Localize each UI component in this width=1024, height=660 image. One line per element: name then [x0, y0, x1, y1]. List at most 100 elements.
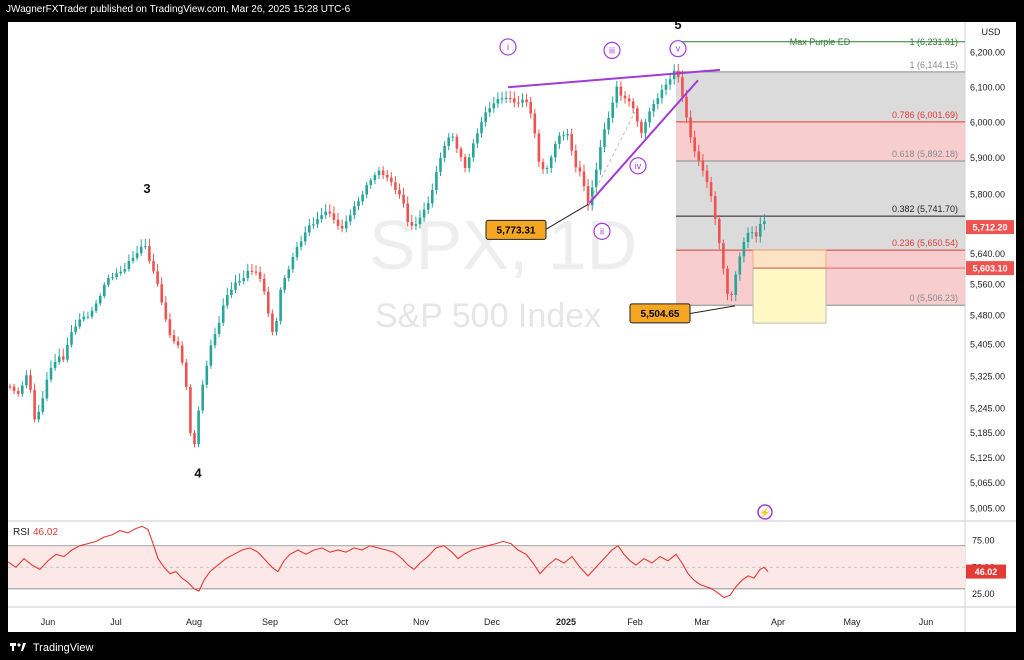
- candle: [217, 322, 221, 334]
- candle: [529, 102, 532, 114]
- candle: [422, 209, 426, 218]
- candle: [738, 256, 742, 275]
- candle: [644, 122, 647, 133]
- subwave-label: iii: [609, 45, 615, 55]
- candle: [730, 294, 733, 296]
- y-tick-label: 5,560.00: [970, 280, 1005, 290]
- candle: [267, 291, 270, 314]
- footer: TradingView: [0, 636, 1024, 660]
- candle: [439, 158, 442, 172]
- rsi-title: RSI: [13, 527, 30, 538]
- rsi-line: [7, 525, 769, 599]
- fib-label: 0.382 (5,741.70): [892, 204, 958, 214]
- candle: [726, 268, 729, 295]
- fib-label: 0.618 (5,892.18): [892, 149, 958, 159]
- candle: [316, 219, 319, 225]
- candle: [652, 103, 655, 112]
- candle: [57, 356, 61, 362]
- callout-text: 5,773.31: [497, 225, 536, 236]
- candle: [504, 98, 508, 100]
- candle: [332, 213, 336, 220]
- ending-diagonal-lower: [587, 79, 699, 206]
- candle: [369, 180, 373, 186]
- x-tick-label: May: [843, 617, 861, 627]
- candle: [722, 243, 725, 269]
- fib-label: 0.786 (6,001.69): [892, 110, 958, 120]
- price-axis: [965, 22, 1016, 632]
- candle: [459, 148, 463, 157]
- candle: [381, 170, 385, 175]
- subwave-circle: [669, 40, 687, 58]
- candle: [709, 182, 713, 197]
- candle: [365, 185, 368, 195]
- candle: [299, 241, 303, 247]
- y-tick-label: 5,245.00: [970, 404, 1005, 414]
- y-tick-label: 5,480.00: [970, 310, 1005, 320]
- candle: [70, 332, 73, 345]
- rsi-tag: [966, 564, 1006, 579]
- candle: [168, 319, 172, 336]
- candle: [472, 143, 475, 158]
- candle: [357, 201, 360, 207]
- price-tag-text: 5,603.10: [972, 264, 1007, 274]
- candle: [668, 79, 672, 85]
- x-tick-label: Sep: [262, 617, 278, 627]
- price-callout: [485, 219, 547, 240]
- candle: [37, 411, 40, 420]
- x-tick-label: Jul: [110, 617, 122, 627]
- candle: [172, 335, 176, 342]
- candle: [53, 361, 57, 369]
- rsi-tag-text: 46.02: [975, 567, 998, 577]
- candle: [74, 326, 77, 333]
- candle: [697, 151, 701, 161]
- candle: [627, 98, 631, 102]
- candle: [750, 232, 754, 234]
- candle: [12, 386, 16, 391]
- candle: [279, 289, 282, 322]
- candle: [94, 303, 98, 311]
- candle: [500, 98, 504, 100]
- candle: [344, 221, 348, 229]
- candle: [193, 433, 196, 445]
- candle: [66, 344, 69, 360]
- y-tick-label: 5,005.00: [970, 503, 1005, 513]
- x-tick-label: Jun: [41, 617, 56, 627]
- fib-zone-3: [676, 161, 965, 217]
- candle: [619, 86, 623, 96]
- candle: [759, 224, 762, 237]
- candle: [377, 170, 381, 176]
- candle: [521, 99, 524, 103]
- candle: [463, 156, 467, 168]
- candle: [139, 246, 143, 254]
- candle: [718, 219, 721, 244]
- candle: [78, 319, 81, 327]
- candle: [160, 284, 163, 303]
- candle: [148, 246, 151, 262]
- candle: [713, 196, 717, 220]
- candle: [402, 194, 405, 204]
- candle: [562, 135, 565, 137]
- candle: [508, 98, 512, 100]
- candle: [443, 145, 446, 159]
- candle: [115, 273, 118, 278]
- candle: [41, 398, 45, 412]
- rsi-band: [8, 545, 965, 589]
- candle: [414, 224, 418, 226]
- candle: [176, 341, 180, 346]
- candle: [271, 313, 274, 332]
- event-icon: [757, 504, 773, 520]
- x-tick-label: Aug: [186, 617, 202, 627]
- candle: [25, 375, 28, 386]
- chart-area[interactable]: SPX, 1D S&P 500 Index 1 (6,144.15) 0.786 (6…: [7, 17, 1016, 632]
- candle: [742, 242, 746, 257]
- candle: [291, 257, 295, 270]
- x-tick-label: Mar: [694, 617, 710, 627]
- candle: [98, 296, 102, 304]
- y-tick-label: 5,125.00: [970, 453, 1005, 463]
- price-chart[interactable]: SPX, 1D S&P 500 Index 1 (6,144.15) 0.786 (6…: [7, 17, 1016, 632]
- fib-zone-1: [676, 71, 965, 122]
- candle: [340, 225, 344, 229]
- candle: [90, 310, 94, 317]
- price-callout: [629, 303, 691, 324]
- candle: [533, 113, 537, 134]
